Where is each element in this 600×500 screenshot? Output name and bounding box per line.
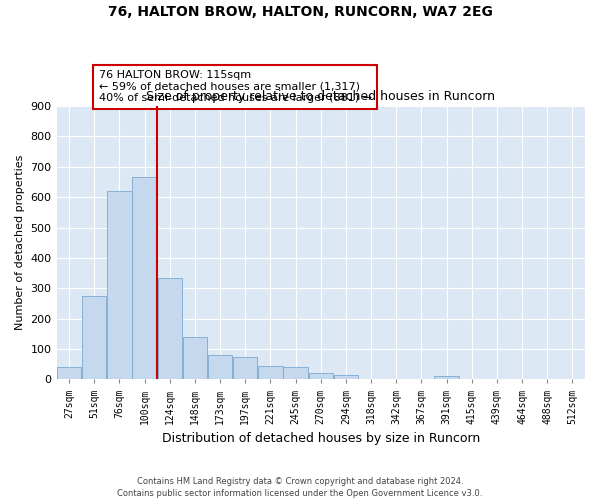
Bar bbox=[308, 374, 333, 380]
Bar bbox=[158, 278, 182, 380]
Text: Contains HM Land Registry data © Crown copyright and database right 2024.
Contai: Contains HM Land Registry data © Crown c… bbox=[118, 476, 482, 498]
Bar bbox=[183, 337, 207, 380]
Bar bbox=[57, 367, 82, 380]
Y-axis label: Number of detached properties: Number of detached properties bbox=[15, 155, 25, 330]
Text: 76, HALTON BROW, HALTON, RUNCORN, WA7 2EG: 76, HALTON BROW, HALTON, RUNCORN, WA7 2E… bbox=[107, 5, 493, 19]
Bar bbox=[107, 191, 131, 380]
Title: Size of property relative to detached houses in Runcorn: Size of property relative to detached ho… bbox=[146, 90, 495, 104]
Bar bbox=[133, 178, 157, 380]
Bar bbox=[283, 367, 308, 380]
Bar bbox=[258, 366, 283, 380]
Bar bbox=[434, 376, 459, 380]
Bar bbox=[334, 375, 358, 380]
Bar bbox=[82, 296, 106, 380]
Bar bbox=[208, 355, 232, 380]
X-axis label: Distribution of detached houses by size in Runcorn: Distribution of detached houses by size … bbox=[161, 432, 480, 445]
Text: 76 HALTON BROW: 115sqm
← 59% of detached houses are smaller (1,317)
40% of semi-: 76 HALTON BROW: 115sqm ← 59% of detached… bbox=[99, 70, 372, 103]
Bar bbox=[233, 356, 257, 380]
